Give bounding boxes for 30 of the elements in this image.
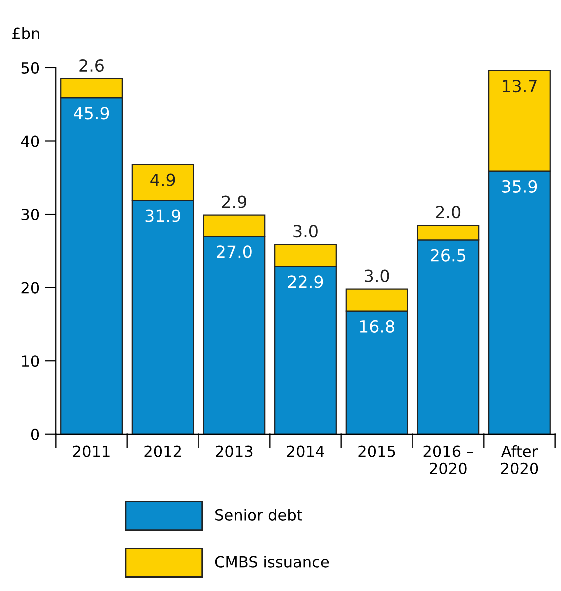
y-tick-label: 40	[21, 136, 40, 148]
data-label: 26.5	[431, 249, 466, 262]
y-tick-label: 50	[22, 62, 40, 74]
x-tick-label: 2011	[73, 446, 110, 458]
y-tick-label: 20	[22, 282, 40, 294]
data-label: 2.0	[436, 206, 461, 219]
data-label: 22.9	[288, 276, 324, 288]
x-tick-label: After 2020	[501, 445, 538, 474]
x-tick-label: 2014	[287, 446, 324, 458]
data-label: 31.9	[146, 210, 180, 222]
x-tick-label: 2013	[216, 446, 253, 458]
legend-label: Senior debt	[216, 509, 302, 521]
data-label: 13.7	[503, 80, 537, 93]
legend-label: CMBS issuance	[215, 556, 330, 568]
y-axis-title: £bn	[12, 28, 40, 40]
y-tick-label: 30	[22, 209, 40, 221]
x-tick-label: 2016 – 2020	[424, 446, 474, 474]
data-label: 3.0	[365, 270, 390, 282]
x-tick-label: 2012	[144, 446, 181, 458]
y-tick-label: 0	[31, 428, 40, 440]
data-label: 4.9	[150, 174, 176, 186]
data-label: 45.9	[74, 107, 110, 120]
y-tick-label: 10	[22, 356, 40, 368]
data-label: 16.8	[360, 320, 394, 333]
data-label: 27.0	[217, 246, 252, 258]
x-tick-label: 2015	[358, 446, 396, 458]
data-label: 35.9	[502, 180, 538, 193]
data-label: 2.6	[80, 59, 104, 72]
data-label: 3.0	[294, 225, 318, 238]
data-label: 2.9	[222, 196, 246, 208]
